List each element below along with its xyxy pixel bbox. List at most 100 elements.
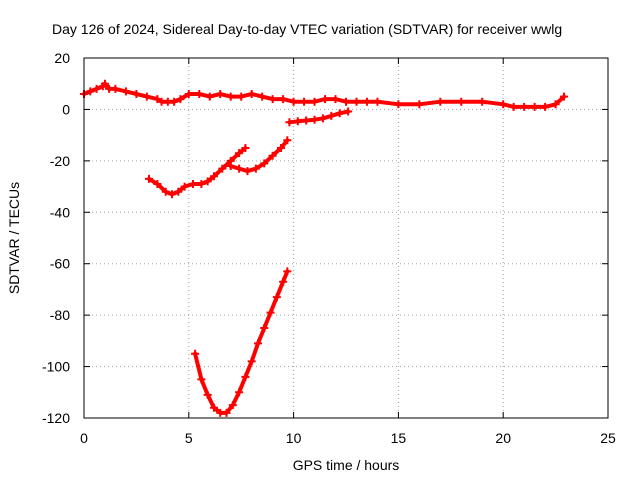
- data-point: [283, 267, 292, 276]
- data-point: [310, 97, 319, 106]
- series-track-minus-22: [226, 136, 292, 176]
- data-point: [279, 277, 288, 286]
- data-point: [228, 401, 237, 410]
- tick-layer: 0 5 10 15 20 25 -120 -100 -80 -60 -40 -20 0 20: [42, 50, 616, 446]
- series-layer: [80, 79, 568, 417]
- data-point: [302, 116, 311, 125]
- data-point: [170, 97, 179, 106]
- data-point: [247, 90, 256, 98]
- data-point: [209, 172, 218, 181]
- data-point: [321, 95, 330, 104]
- y-tick-label: -40: [50, 204, 70, 220]
- y-axis-title: SDTVAR / TECUs: [6, 182, 22, 294]
- y-tick-label: 0: [62, 101, 70, 117]
- data-point: [289, 97, 298, 106]
- y-tick-label: -60: [50, 256, 70, 272]
- data-point: [161, 187, 170, 196]
- data-point: [559, 92, 568, 101]
- data-point: [268, 95, 277, 104]
- data-point: [310, 115, 319, 124]
- data-point: [541, 102, 550, 111]
- series-line: [82, 81, 566, 109]
- data-point: [218, 164, 227, 173]
- data-point: [268, 151, 277, 160]
- data-point: [188, 180, 197, 188]
- data-point: [226, 162, 235, 170]
- y-tick-label: -20: [50, 153, 70, 169]
- data-point: [344, 107, 353, 116]
- x-tick-label: 0: [80, 430, 88, 446]
- data-point: [283, 136, 292, 145]
- grid-layer: [84, 58, 608, 418]
- data-point: [260, 324, 269, 332]
- data-point: [142, 92, 151, 101]
- data-point: [184, 90, 193, 98]
- series-line: [147, 146, 248, 197]
- data-point: [191, 349, 200, 358]
- y-tick-label: 20: [54, 50, 70, 66]
- data-point: [243, 167, 252, 176]
- y-tick-label: -80: [50, 307, 70, 323]
- data-point: [279, 95, 288, 104]
- data-point: [530, 102, 539, 111]
- y-tick-label: -120: [42, 410, 70, 426]
- data-point: [331, 95, 340, 104]
- data-point: [100, 79, 109, 88]
- x-tick-label: 10: [286, 430, 302, 446]
- data-point: [258, 92, 267, 101]
- data-point: [235, 388, 244, 397]
- data-point: [327, 111, 336, 120]
- x-axis-title: GPS time / hours: [293, 457, 400, 473]
- data-point: [394, 100, 403, 109]
- data-point: [92, 84, 101, 93]
- data-point: [241, 372, 250, 381]
- data-point: [247, 357, 256, 366]
- data-point: [415, 100, 424, 109]
- data-point: [235, 164, 244, 173]
- data-point: [335, 109, 344, 118]
- series-track-deep-dip: [191, 267, 292, 417]
- series-track-main-top: [80, 79, 568, 111]
- data-point: [478, 97, 487, 106]
- data-point: [362, 97, 371, 106]
- data-point: [436, 97, 445, 106]
- data-point: [174, 187, 183, 196]
- data-point: [144, 174, 153, 183]
- x-tick-label: 20: [495, 430, 511, 446]
- y-tick-label: -100: [42, 359, 70, 375]
- data-point: [499, 100, 508, 109]
- chart-title: Day 126 of 2024, Sidereal Day-to-day VTE…: [52, 21, 562, 37]
- data-point: [203, 177, 212, 186]
- data-point: [251, 164, 260, 173]
- data-point: [237, 92, 246, 101]
- data-point: [253, 339, 262, 348]
- data-point: [352, 97, 361, 106]
- data-point: [509, 102, 518, 111]
- data-point: [241, 144, 250, 152]
- data-point: [373, 97, 382, 106]
- data-point: [222, 408, 231, 417]
- data-point: [153, 180, 162, 188]
- x-tick-label: 25: [600, 430, 616, 446]
- data-point: [285, 118, 294, 127]
- data-point: [266, 308, 275, 317]
- data-point: [195, 90, 204, 98]
- data-point: [260, 159, 269, 168]
- data-point: [520, 102, 529, 111]
- data-point: [272, 293, 281, 302]
- data-point: [205, 92, 214, 101]
- series-track-minus-5: [285, 107, 353, 127]
- plot-frame: [83, 57, 609, 419]
- data-point: [180, 182, 189, 191]
- series-track-minus-30: [144, 144, 250, 199]
- data-point: [318, 114, 327, 123]
- x-tick-label: 5: [185, 430, 193, 446]
- data-point: [209, 403, 218, 412]
- data-point: [277, 144, 286, 152]
- data-point: [86, 87, 95, 96]
- data-point: [176, 95, 185, 104]
- data-point: [197, 180, 206, 188]
- data-point: [457, 97, 466, 106]
- data-point: [342, 97, 350, 106]
